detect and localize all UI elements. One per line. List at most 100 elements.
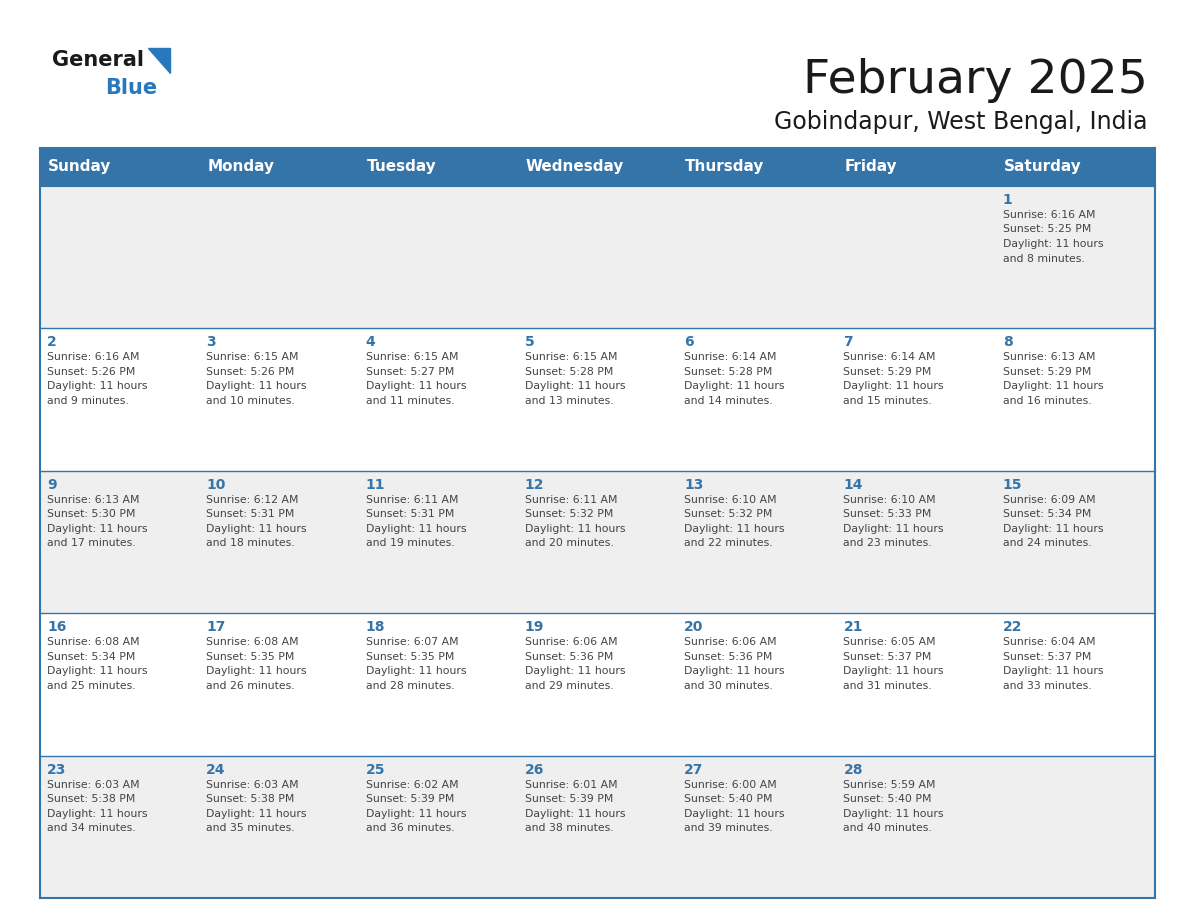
Text: and 25 minutes.: and 25 minutes. <box>48 681 135 690</box>
Text: Tuesday: Tuesday <box>367 160 436 174</box>
Text: Sunset: 5:38 PM: Sunset: 5:38 PM <box>207 794 295 804</box>
Text: 20: 20 <box>684 621 703 634</box>
Text: Sunset: 5:30 PM: Sunset: 5:30 PM <box>48 509 135 520</box>
Text: 24: 24 <box>207 763 226 777</box>
Text: Daylight: 11 hours: Daylight: 11 hours <box>366 381 466 391</box>
Text: Friday: Friday <box>845 160 897 174</box>
Text: Sunset: 5:26 PM: Sunset: 5:26 PM <box>207 367 295 377</box>
Text: Daylight: 11 hours: Daylight: 11 hours <box>684 524 784 533</box>
Text: and 39 minutes.: and 39 minutes. <box>684 823 772 834</box>
Text: 10: 10 <box>207 477 226 492</box>
Bar <box>40 329 1155 471</box>
Text: and 26 minutes.: and 26 minutes. <box>207 681 295 690</box>
Text: 27: 27 <box>684 763 703 777</box>
Text: Sunset: 5:37 PM: Sunset: 5:37 PM <box>843 652 931 662</box>
Text: and 22 minutes.: and 22 minutes. <box>684 538 772 548</box>
Text: Sunset: 5:32 PM: Sunset: 5:32 PM <box>525 509 613 520</box>
Text: Daylight: 11 hours: Daylight: 11 hours <box>48 524 147 533</box>
Text: Sunrise: 6:03 AM: Sunrise: 6:03 AM <box>48 779 140 789</box>
Text: and 34 minutes.: and 34 minutes. <box>48 823 135 834</box>
Text: 8: 8 <box>1003 335 1012 350</box>
Text: and 13 minutes.: and 13 minutes. <box>525 396 613 406</box>
Text: Sunset: 5:35 PM: Sunset: 5:35 PM <box>366 652 454 662</box>
Text: Daylight: 11 hours: Daylight: 11 hours <box>843 524 944 533</box>
Text: Daylight: 11 hours: Daylight: 11 hours <box>525 666 625 677</box>
Text: and 35 minutes.: and 35 minutes. <box>207 823 295 834</box>
Text: and 15 minutes.: and 15 minutes. <box>843 396 933 406</box>
Text: Daylight: 11 hours: Daylight: 11 hours <box>366 524 466 533</box>
Text: Sunrise: 6:08 AM: Sunrise: 6:08 AM <box>48 637 140 647</box>
Text: 21: 21 <box>843 621 862 634</box>
Text: Daylight: 11 hours: Daylight: 11 hours <box>207 666 307 677</box>
Text: Sunrise: 6:13 AM: Sunrise: 6:13 AM <box>48 495 139 505</box>
Text: 7: 7 <box>843 335 853 350</box>
Text: Sunset: 5:36 PM: Sunset: 5:36 PM <box>525 652 613 662</box>
Text: 15: 15 <box>1003 477 1022 492</box>
Text: Daylight: 11 hours: Daylight: 11 hours <box>1003 524 1104 533</box>
Text: and 30 minutes.: and 30 minutes. <box>684 681 773 690</box>
Text: Sunset: 5:32 PM: Sunset: 5:32 PM <box>684 509 772 520</box>
Text: Sunset: 5:40 PM: Sunset: 5:40 PM <box>843 794 931 804</box>
Text: Daylight: 11 hours: Daylight: 11 hours <box>684 809 784 819</box>
Text: 6: 6 <box>684 335 694 350</box>
Text: Daylight: 11 hours: Daylight: 11 hours <box>525 524 625 533</box>
Text: Sunrise: 6:05 AM: Sunrise: 6:05 AM <box>843 637 936 647</box>
Text: Sunday: Sunday <box>48 160 112 174</box>
Text: Sunrise: 6:07 AM: Sunrise: 6:07 AM <box>366 637 459 647</box>
Text: Daylight: 11 hours: Daylight: 11 hours <box>366 666 466 677</box>
Bar <box>40 186 1155 329</box>
Text: Sunset: 5:29 PM: Sunset: 5:29 PM <box>1003 367 1091 377</box>
Text: Daylight: 11 hours: Daylight: 11 hours <box>48 666 147 677</box>
Text: Sunset: 5:28 PM: Sunset: 5:28 PM <box>525 367 613 377</box>
Text: Sunset: 5:35 PM: Sunset: 5:35 PM <box>207 652 295 662</box>
Text: 23: 23 <box>48 763 67 777</box>
Text: Daylight: 11 hours: Daylight: 11 hours <box>525 381 625 391</box>
Text: 25: 25 <box>366 763 385 777</box>
Text: Daylight: 11 hours: Daylight: 11 hours <box>1003 239 1104 249</box>
Text: 9: 9 <box>48 477 57 492</box>
Text: Sunset: 5:38 PM: Sunset: 5:38 PM <box>48 794 135 804</box>
Text: 16: 16 <box>48 621 67 634</box>
Text: Blue: Blue <box>105 78 157 98</box>
Text: 28: 28 <box>843 763 862 777</box>
Text: 11: 11 <box>366 477 385 492</box>
Text: and 11 minutes.: and 11 minutes. <box>366 396 454 406</box>
Text: Saturday: Saturday <box>1004 160 1081 174</box>
Text: 13: 13 <box>684 477 703 492</box>
Text: 22: 22 <box>1003 621 1022 634</box>
Text: Daylight: 11 hours: Daylight: 11 hours <box>1003 666 1104 677</box>
Text: Sunrise: 6:11 AM: Sunrise: 6:11 AM <box>366 495 459 505</box>
Text: Gobindapur, West Bengal, India: Gobindapur, West Bengal, India <box>775 110 1148 134</box>
Text: 17: 17 <box>207 621 226 634</box>
Text: and 19 minutes.: and 19 minutes. <box>366 538 454 548</box>
Text: Sunset: 5:28 PM: Sunset: 5:28 PM <box>684 367 772 377</box>
Text: Sunset: 5:33 PM: Sunset: 5:33 PM <box>843 509 931 520</box>
Text: Wednesday: Wednesday <box>526 160 624 174</box>
Text: Sunrise: 6:01 AM: Sunrise: 6:01 AM <box>525 779 618 789</box>
Text: General: General <box>52 50 144 70</box>
Text: and 20 minutes.: and 20 minutes. <box>525 538 614 548</box>
Text: and 8 minutes.: and 8 minutes. <box>1003 253 1085 263</box>
Text: Sunrise: 6:09 AM: Sunrise: 6:09 AM <box>1003 495 1095 505</box>
Text: Sunrise: 6:02 AM: Sunrise: 6:02 AM <box>366 779 459 789</box>
Text: Sunset: 5:31 PM: Sunset: 5:31 PM <box>366 509 454 520</box>
Bar <box>40 471 1155 613</box>
Text: Sunset: 5:27 PM: Sunset: 5:27 PM <box>366 367 454 377</box>
Text: Daylight: 11 hours: Daylight: 11 hours <box>843 809 944 819</box>
Text: Sunrise: 6:04 AM: Sunrise: 6:04 AM <box>1003 637 1095 647</box>
Text: Sunset: 5:37 PM: Sunset: 5:37 PM <box>1003 652 1091 662</box>
Text: Sunset: 5:31 PM: Sunset: 5:31 PM <box>207 509 295 520</box>
Text: Sunrise: 6:14 AM: Sunrise: 6:14 AM <box>684 353 777 363</box>
Text: and 16 minutes.: and 16 minutes. <box>1003 396 1092 406</box>
Text: and 28 minutes.: and 28 minutes. <box>366 681 454 690</box>
Text: 3: 3 <box>207 335 216 350</box>
Text: and 29 minutes.: and 29 minutes. <box>525 681 613 690</box>
Text: Daylight: 11 hours: Daylight: 11 hours <box>525 809 625 819</box>
Text: Sunrise: 6:11 AM: Sunrise: 6:11 AM <box>525 495 618 505</box>
Text: Sunrise: 6:08 AM: Sunrise: 6:08 AM <box>207 637 299 647</box>
Bar <box>40 756 1155 898</box>
Text: Sunrise: 6:14 AM: Sunrise: 6:14 AM <box>843 353 936 363</box>
Text: 12: 12 <box>525 477 544 492</box>
Text: Daylight: 11 hours: Daylight: 11 hours <box>48 809 147 819</box>
Text: Sunrise: 6:06 AM: Sunrise: 6:06 AM <box>525 637 618 647</box>
